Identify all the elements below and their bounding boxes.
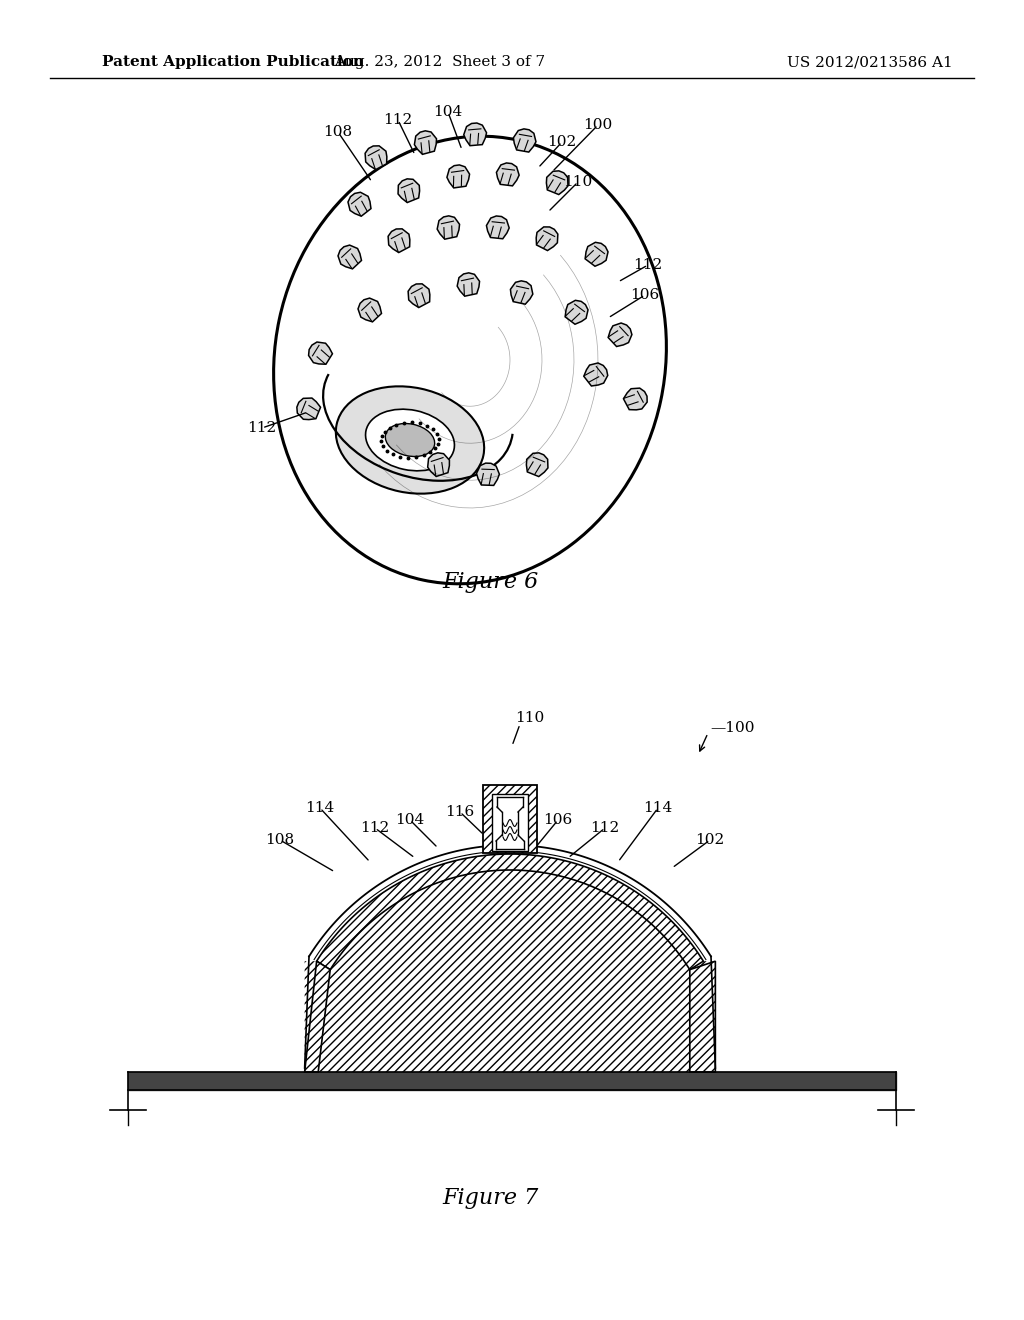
Polygon shape <box>510 281 532 304</box>
Text: 116: 116 <box>445 805 475 818</box>
Text: 114: 114 <box>305 801 335 814</box>
Ellipse shape <box>385 424 434 457</box>
Polygon shape <box>497 162 519 186</box>
Text: 112: 112 <box>383 114 413 127</box>
Polygon shape <box>338 246 361 269</box>
Polygon shape <box>476 463 500 486</box>
Polygon shape <box>565 301 588 325</box>
Text: 112: 112 <box>248 421 276 436</box>
Text: 114: 114 <box>643 801 673 814</box>
Polygon shape <box>388 228 410 252</box>
Polygon shape <box>366 145 387 169</box>
Polygon shape <box>457 273 479 296</box>
Bar <box>492 795 528 851</box>
Polygon shape <box>585 243 608 267</box>
Text: 112: 112 <box>634 257 663 272</box>
Polygon shape <box>358 298 382 322</box>
Text: 102: 102 <box>695 833 725 847</box>
Text: 108: 108 <box>324 125 352 139</box>
Polygon shape <box>398 178 420 202</box>
Polygon shape <box>437 216 460 239</box>
Text: 112: 112 <box>360 821 389 836</box>
Text: 110: 110 <box>515 711 544 725</box>
Text: —100: —100 <box>710 721 755 735</box>
Polygon shape <box>297 399 321 420</box>
Text: Aug. 23, 2012  Sheet 3 of 7: Aug. 23, 2012 Sheet 3 of 7 <box>335 55 546 69</box>
Text: 108: 108 <box>265 833 295 847</box>
Polygon shape <box>547 170 568 194</box>
Text: 104: 104 <box>433 106 463 119</box>
Polygon shape <box>305 961 330 1072</box>
Ellipse shape <box>366 409 455 471</box>
Polygon shape <box>513 129 536 152</box>
Text: 110: 110 <box>563 176 593 189</box>
Polygon shape <box>537 227 558 251</box>
Text: 104: 104 <box>395 813 425 828</box>
Polygon shape <box>428 453 450 477</box>
Polygon shape <box>624 388 647 409</box>
Polygon shape <box>308 342 333 364</box>
Text: 102: 102 <box>548 135 577 149</box>
Text: Figure 7: Figure 7 <box>442 1187 539 1209</box>
Text: Patent Application Publication: Patent Application Publication <box>102 55 364 69</box>
Polygon shape <box>690 961 716 1072</box>
Polygon shape <box>526 453 548 477</box>
Ellipse shape <box>336 387 484 494</box>
Polygon shape <box>486 216 509 239</box>
Text: 112: 112 <box>591 821 620 836</box>
Polygon shape <box>415 131 436 154</box>
Polygon shape <box>446 165 470 187</box>
Text: 106: 106 <box>631 288 659 302</box>
Text: Figure 6: Figure 6 <box>442 572 539 593</box>
Text: 106: 106 <box>544 813 572 828</box>
Polygon shape <box>316 854 703 970</box>
Polygon shape <box>608 323 632 347</box>
Polygon shape <box>409 284 430 308</box>
Polygon shape <box>305 854 716 1072</box>
Polygon shape <box>464 123 486 145</box>
Text: US 2012/0213586 A1: US 2012/0213586 A1 <box>787 55 953 69</box>
Polygon shape <box>584 363 607 385</box>
Polygon shape <box>483 785 537 853</box>
Polygon shape <box>348 193 371 216</box>
Text: 100: 100 <box>584 117 612 132</box>
